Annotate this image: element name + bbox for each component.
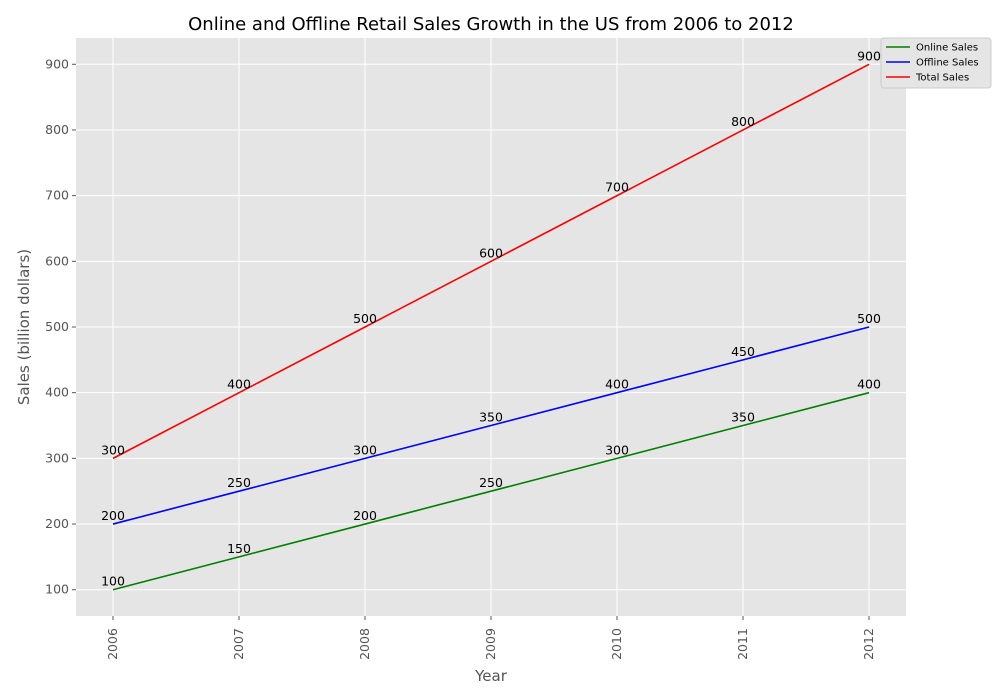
x-tick-label: 2009 (483, 628, 498, 660)
data-label: 500 (353, 311, 377, 326)
y-tick-label: 500 (45, 319, 69, 334)
data-label: 900 (857, 48, 881, 63)
data-label: 800 (731, 114, 755, 129)
y-tick-label: 200 (45, 516, 69, 531)
data-label: 200 (101, 508, 125, 523)
y-tick-label: 800 (45, 122, 69, 137)
x-tick-label: 2011 (735, 628, 750, 660)
data-label: 300 (605, 442, 629, 457)
series-line (112, 391, 870, 591)
x-tick-label: 2010 (609, 628, 624, 660)
x-axis-ticks: 2006 2007 2008 2009 2010 2011 2012 (105, 616, 876, 660)
data-label: 100 (101, 574, 125, 589)
data-label: 350 (479, 410, 503, 425)
chart-title: Online and Offline Retail Sales Growth i… (188, 14, 794, 35)
legend-box (880, 37, 992, 89)
legend: Online Sales Offline Sales Total Sales (880, 37, 992, 89)
series-line (112, 63, 870, 460)
y-tick-label: 700 (45, 188, 69, 203)
x-tick-label: 2008 (357, 628, 372, 660)
x-axis-label: Year (474, 667, 508, 685)
data-label: 350 (731, 410, 755, 425)
y-axis-ticks: 100 200 300 400 500 600 700 800 900 (45, 56, 76, 597)
y-tick-label: 400 (45, 385, 69, 400)
data-label: 400 (227, 377, 251, 392)
data-label: 300 (101, 442, 125, 457)
series-line (112, 326, 870, 525)
x-tick-label: 2012 (861, 628, 876, 660)
x-tick-label: 2007 (231, 628, 246, 660)
data-label: 250 (479, 475, 503, 490)
data-label: 600 (479, 245, 503, 260)
y-tick-label: 600 (45, 253, 69, 268)
y-tick-label: 900 (45, 56, 69, 71)
series-lines (112, 63, 870, 591)
legend-entry: Total Sales (915, 73, 969, 84)
data-label: 400 (605, 377, 629, 392)
data-label: 450 (731, 344, 755, 359)
data-label: 300 (353, 442, 377, 457)
y-axis-label: Sales (billion dollars) (15, 249, 33, 405)
data-label: 700 (605, 180, 629, 195)
data-label: 200 (353, 508, 377, 523)
y-tick-label: 100 (45, 582, 69, 597)
legend-entry: Offline Sales (916, 58, 979, 69)
y-tick-label: 300 (45, 450, 69, 465)
data-label: 500 (857, 311, 881, 326)
data-label: 150 (227, 541, 251, 556)
x-tick-label: 2006 (105, 628, 120, 660)
data-label: 400 (857, 377, 881, 392)
grid-lines (76, 38, 906, 616)
legend-entry: Online Sales (916, 43, 978, 54)
data-labels: 100 150 200 250 300 350 400 200 250 300 350 400 450 5… (101, 48, 881, 588)
data-label: 250 (227, 475, 251, 490)
